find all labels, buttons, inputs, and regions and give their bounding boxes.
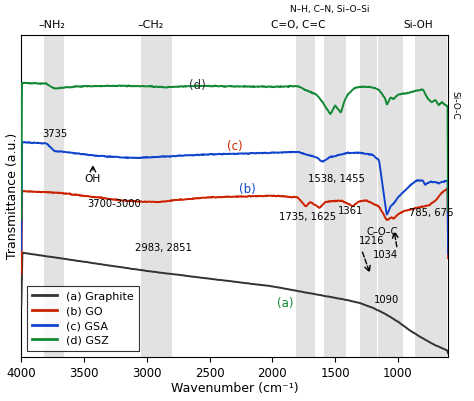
- Text: C=O, C=C: C=O, C=C: [272, 20, 326, 30]
- Text: (b): (b): [239, 183, 255, 196]
- Text: 2983, 2851: 2983, 2851: [135, 243, 191, 253]
- Bar: [141, 34, 172, 357]
- Bar: [360, 34, 377, 357]
- Text: 1538, 1455: 1538, 1455: [308, 174, 365, 184]
- X-axis label: Wavenumber (cm⁻¹): Wavenumber (cm⁻¹): [171, 383, 299, 395]
- Bar: [44, 34, 64, 357]
- Text: (d): (d): [189, 79, 205, 92]
- Bar: [416, 34, 447, 357]
- Text: OH: OH: [85, 174, 101, 184]
- Text: –NH₂: –NH₂: [38, 20, 65, 30]
- Legend: (a) Graphite, (b) GO, (c) GSA, (d) GSZ: (a) Graphite, (b) GO, (c) GSA, (d) GSZ: [27, 286, 139, 351]
- Y-axis label: Transmittance (a.u.): Transmittance (a.u.): [6, 133, 18, 259]
- Bar: [296, 34, 315, 357]
- Text: 3700-3000: 3700-3000: [87, 198, 141, 209]
- Bar: [378, 34, 403, 357]
- Text: 1361: 1361: [338, 206, 364, 216]
- Text: (c): (c): [227, 140, 243, 153]
- Text: 785, 676: 785, 676: [409, 208, 453, 218]
- Text: 1735, 1625: 1735, 1625: [279, 213, 336, 222]
- Text: –CH₂: –CH₂: [137, 20, 164, 30]
- Text: N–H, C–N, Si–O–Si: N–H, C–N, Si–O–Si: [291, 5, 370, 14]
- Text: Si-OH: Si-OH: [403, 20, 433, 30]
- Text: 1216: 1216: [359, 237, 384, 247]
- Text: Si-O-C: Si-O-C: [450, 91, 459, 120]
- Bar: [324, 34, 346, 357]
- Text: C–O–C: C–O–C: [366, 227, 398, 237]
- Text: 1034: 1034: [373, 249, 398, 259]
- Text: 3735: 3735: [42, 130, 67, 140]
- Text: (a): (a): [277, 297, 293, 310]
- Text: 1090: 1090: [374, 295, 399, 305]
